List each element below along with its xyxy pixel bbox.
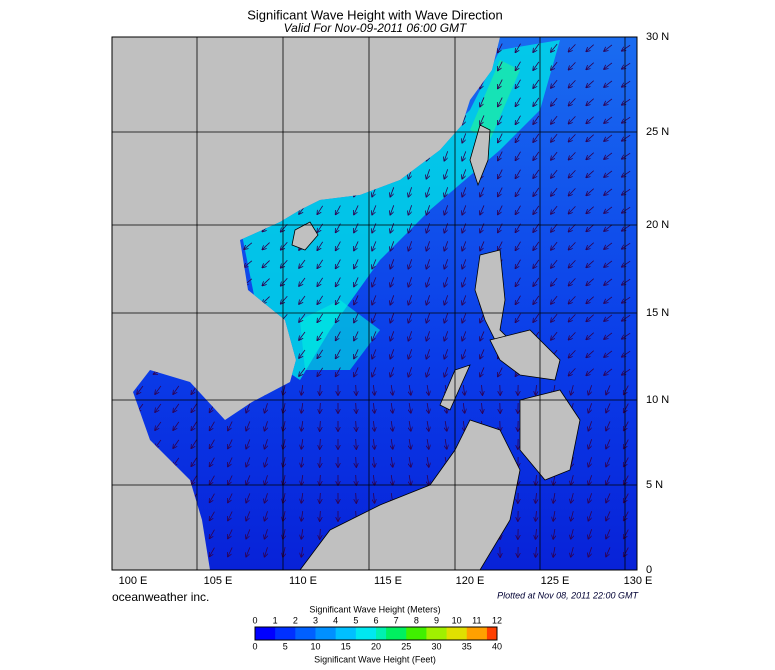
colorbar-cell bbox=[487, 627, 498, 640]
feet-tick: 25 bbox=[401, 641, 411, 651]
colorbar-cell bbox=[305, 627, 316, 640]
lon-label: 115 E bbox=[374, 575, 402, 587]
lon-label: 105 E bbox=[204, 575, 233, 587]
colorbar-cell bbox=[316, 627, 327, 640]
colorbar-cell bbox=[275, 627, 286, 640]
colorbar-title: Significant Wave Height (Feet) bbox=[314, 654, 436, 664]
lat-label: 10 N bbox=[646, 394, 669, 406]
meters-tick: 6 bbox=[373, 615, 378, 625]
colorbar-cell bbox=[295, 627, 306, 640]
colorbar-cell bbox=[396, 627, 407, 640]
colorbar-cell bbox=[467, 627, 478, 640]
lon-label: 100 E bbox=[119, 575, 148, 587]
colorbar-cell bbox=[406, 627, 417, 640]
lat-label: 25 N bbox=[646, 126, 669, 138]
meters-tick: 0 bbox=[252, 615, 257, 625]
lat-label: 30 N bbox=[646, 31, 669, 43]
meters-tick: 9 bbox=[434, 615, 439, 625]
lat-label: 15 N bbox=[646, 307, 669, 319]
plotted: Plotted at Nov 08, 2011 22:00 GMT bbox=[497, 590, 639, 600]
colorbar-cell bbox=[265, 627, 276, 640]
meters-tick: 12 bbox=[492, 615, 502, 625]
meters-tick: 5 bbox=[353, 615, 358, 625]
feet-tick: 35 bbox=[462, 641, 472, 651]
feet-tick: 20 bbox=[371, 641, 381, 651]
meters-tick: 10 bbox=[452, 615, 462, 625]
meters-tick: 8 bbox=[414, 615, 419, 625]
colorbar-cell bbox=[416, 627, 427, 640]
lon-label: 120 E bbox=[456, 575, 485, 587]
feet-tick: 30 bbox=[431, 641, 441, 651]
lat-label: 5 N bbox=[646, 479, 663, 491]
feet-tick: 0 bbox=[252, 641, 257, 651]
lon-label: 110 E bbox=[289, 575, 317, 587]
colorbar-cell bbox=[376, 627, 387, 640]
colorbar-title: Significant Wave Height (Meters) bbox=[309, 604, 440, 614]
colorbar-cell bbox=[255, 627, 266, 640]
colorbar-cell bbox=[336, 627, 347, 640]
feet-tick: 10 bbox=[310, 641, 320, 651]
colorbar-cell bbox=[366, 627, 377, 640]
meters-tick: 11 bbox=[472, 615, 481, 625]
colorbar-cell bbox=[356, 627, 367, 640]
colorbar-cell bbox=[386, 627, 397, 640]
colorbar-cell bbox=[326, 627, 337, 640]
colorbar-cell bbox=[447, 627, 458, 640]
colorbar-cell bbox=[285, 627, 296, 640]
lat-label: 20 N bbox=[646, 219, 669, 231]
lon-label: 125 E bbox=[541, 575, 570, 587]
colorbar-cell bbox=[346, 627, 357, 640]
lon-label: 130 E bbox=[624, 575, 653, 587]
feet-tick: 40 bbox=[492, 641, 502, 651]
meters-tick: 2 bbox=[293, 615, 298, 625]
meters-tick: 3 bbox=[313, 615, 318, 625]
colorbar-cell bbox=[426, 627, 437, 640]
meters-tick: 1 bbox=[273, 615, 278, 625]
subtitle: Valid For Nov-09-2011 06:00 GMT bbox=[284, 21, 468, 35]
meters-tick: 4 bbox=[333, 615, 338, 625]
feet-tick: 5 bbox=[283, 641, 288, 651]
feet-tick: 15 bbox=[341, 641, 351, 651]
colorbar-cell bbox=[437, 627, 448, 640]
colorbar-cell bbox=[477, 627, 488, 640]
credit: oceanweather inc. bbox=[112, 590, 209, 604]
colorbar-cell bbox=[457, 627, 468, 640]
meters-tick: 7 bbox=[394, 615, 399, 625]
